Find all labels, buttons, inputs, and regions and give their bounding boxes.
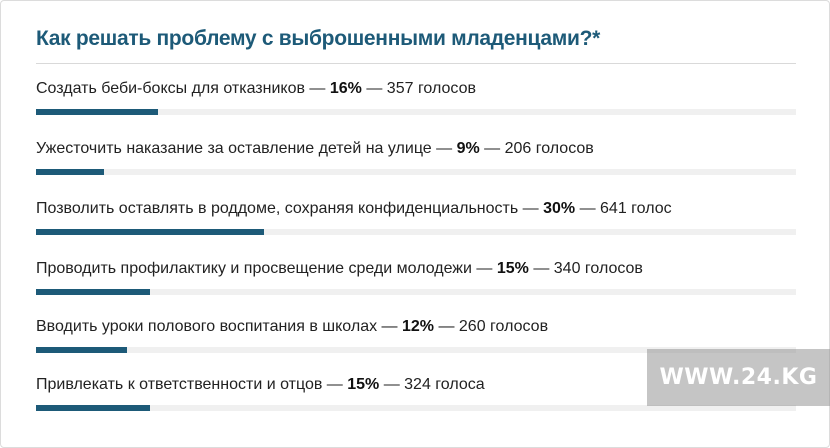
watermark: WWW.24.KG — [647, 349, 830, 406]
option-percent: 12% — [401, 318, 435, 335]
option-separator: — — [575, 200, 601, 217]
option-separator: — — [431, 140, 457, 157]
progress-track — [36, 229, 796, 235]
progress-track — [36, 109, 796, 115]
option-separator: — — [322, 376, 348, 393]
poll-option: Привлекать к ответственности и отцов — 1… — [36, 375, 796, 435]
poll-option-text: Создать беби-боксы для отказников — 16% … — [36, 79, 476, 99]
poll-option-text: Привлекать к ответственности и отцов — 1… — [36, 375, 485, 395]
poll-option: Ужесточить наказание за оставление детей… — [36, 139, 796, 199]
option-label: Вводить уроки полового воспитания в школ… — [36, 318, 378, 335]
option-separator: — — [434, 318, 459, 335]
progress-fill — [36, 109, 158, 115]
option-percent: 15% — [347, 376, 380, 393]
poll-option-text: Ужесточить наказание за оставление детей… — [36, 139, 594, 159]
option-separator: — — [479, 140, 505, 157]
progress-fill — [36, 169, 105, 175]
option-separator: — — [377, 318, 402, 335]
option-votes: 324 голоса — [404, 376, 485, 393]
progress-track — [36, 405, 796, 411]
progress-fill — [36, 347, 128, 353]
poll-option: Создать беби-боксы для отказников — 16% … — [36, 79, 796, 139]
option-percent: 30% — [543, 200, 576, 217]
poll-option: Вводить уроки полового воспитания в школ… — [36, 317, 796, 377]
option-votes: 260 голосов — [458, 318, 549, 335]
option-label: Позволить оставлять в роддоме, сохраняя … — [36, 200, 519, 217]
progress-track — [36, 347, 796, 353]
progress-track — [36, 169, 796, 175]
option-label: Ужесточить наказание за оставление детей… — [36, 140, 432, 157]
option-votes: 357 голосов — [386, 80, 476, 97]
poll-option-text: Позволить оставлять в роддоме, сохраняя … — [36, 199, 672, 219]
option-label: Привлекать к ответственности и отцов — [36, 376, 323, 393]
option-separator: — — [518, 200, 544, 217]
option-percent: 16% — [329, 80, 362, 97]
option-separator: — — [528, 260, 554, 277]
progress-fill — [36, 405, 150, 411]
poll-option: Позволить оставлять в роддоме, сохраняя … — [36, 199, 796, 259]
option-separator: — — [361, 80, 387, 97]
option-label: Проводить профилактику и просвещение сре… — [36, 260, 472, 277]
progress-track — [36, 289, 796, 295]
option-votes: 206 голосов — [504, 140, 594, 157]
option-separator: — — [471, 260, 497, 277]
option-separator: — — [304, 80, 330, 97]
option-separator: — — [379, 376, 405, 393]
option-votes: 641 голос — [600, 200, 672, 217]
progress-fill — [36, 229, 264, 235]
option-label: Создать беби-боксы для отказников — [36, 80, 305, 97]
option-votes: 340 голосов — [553, 260, 643, 277]
title-divider — [36, 63, 796, 64]
poll-option: Проводить профилактику и просвещение сре… — [36, 259, 796, 319]
option-percent: 9% — [456, 140, 480, 157]
option-percent: 15% — [496, 260, 529, 277]
poll-option-text: Вводить уроки полового воспитания в школ… — [36, 317, 548, 337]
progress-fill — [36, 289, 150, 295]
poll-title: Как решать проблему с выброшенными младе… — [36, 27, 601, 50]
poll-option-text: Проводить профилактику и просвещение сре… — [36, 259, 643, 279]
